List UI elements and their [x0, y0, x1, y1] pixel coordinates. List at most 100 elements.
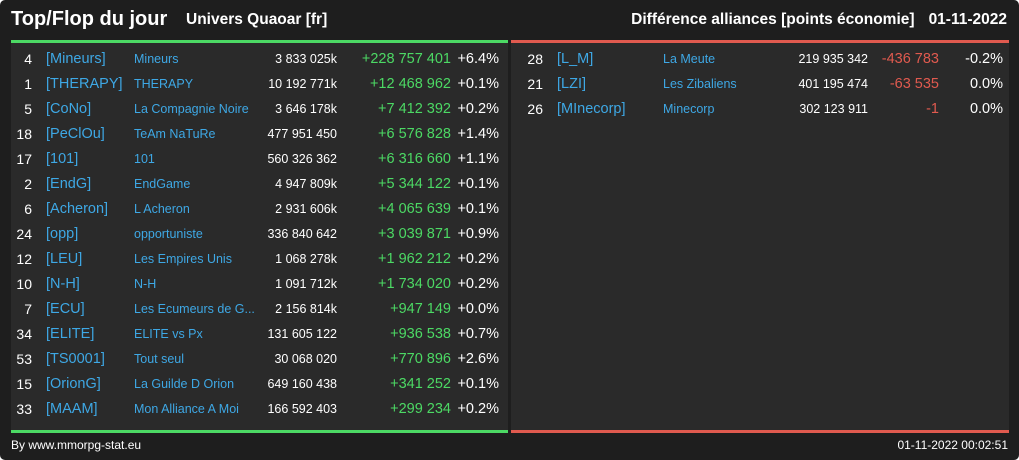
- alliance-tag-link[interactable]: [ECU]: [46, 301, 85, 317]
- alliance-tag-link[interactable]: [PeClOu]: [46, 126, 105, 142]
- alliance-points: 2 156 814k: [275, 302, 337, 316]
- top-list: 4 [Mineurs] Mineurs 3 833 025k +228 757 401 +…: [11, 48, 508, 423]
- alliance-row: 7 [ECU] Les Ecumeurs de G... 2 156 814k +947…: [11, 298, 508, 323]
- alliance-name-link[interactable]: TeAm NaTuRe: [134, 127, 216, 141]
- alliance-points: 302 123 911: [799, 102, 868, 116]
- alliance-points: 1 091 712k: [275, 277, 337, 291]
- alliance-row: 24 [opp] opportuniste 336 840 642 +3 039 871…: [11, 223, 508, 248]
- alliance-points: 477 951 450: [267, 127, 337, 141]
- alliance-row: 18 [PeClOu] TeAm NaTuRe 477 951 450 +6 576 8…: [11, 123, 508, 148]
- alliance-points: 649 160 438: [267, 377, 337, 391]
- alliance-points: 3 646 178k: [275, 102, 337, 116]
- points-difference: +7 412 392: [378, 101, 451, 117]
- alliance-row: 33 [MAAM] Mon Alliance A Moi 166 592 403 +29…: [11, 398, 508, 423]
- alliance-name-link[interactable]: La Meute: [663, 52, 716, 66]
- alliance-name-link[interactable]: Les Empires Unis: [134, 252, 232, 266]
- alliance-name-link[interactable]: La Guilde D Orion: [134, 377, 235, 391]
- percent-change: 0.0%: [969, 76, 1003, 92]
- alliance-rank: 18: [16, 126, 32, 142]
- alliance-name-link[interactable]: Tout seul: [134, 352, 185, 366]
- alliance-row: 6 [Acheron] L Acheron 2 931 606k +4 065 639 +…: [11, 198, 508, 223]
- alliance-tag-link[interactable]: [THERAPY]: [46, 76, 123, 92]
- points-difference: +1 734 020: [378, 276, 451, 292]
- percent-change: +0.1%: [457, 76, 499, 92]
- alliance-name-link[interactable]: L Acheron: [134, 202, 190, 216]
- flop-panel: 28 [L_M] La Meute 219 935 342 -436 783 -0.2% 2…: [511, 40, 1009, 433]
- alliance-name-link[interactable]: Mineurs: [134, 52, 179, 66]
- alliance-tag-link[interactable]: [LZI]: [557, 76, 587, 92]
- alliance-rank: 34: [16, 326, 32, 342]
- alliance-name-link[interactable]: opportuniste: [134, 227, 203, 241]
- alliance-tag-link[interactable]: [Mineurs]: [46, 51, 106, 67]
- alliance-row: 53 [TS0001] Tout seul 30 068 020 +770 896 +2.…: [11, 348, 508, 373]
- points-difference: -436 783: [881, 51, 939, 67]
- alliance-tag-link[interactable]: [MInecorp]: [557, 101, 626, 117]
- alliance-rank: 4: [24, 51, 32, 67]
- alliance-rank: 28: [527, 51, 543, 67]
- alliance-rank: 12: [16, 251, 32, 267]
- alliance-tag-link[interactable]: [OrionG]: [46, 376, 101, 392]
- generated-timestamp: 01-11-2022 00:02:51: [897, 438, 1008, 452]
- alliance-tag-link[interactable]: [Acheron]: [46, 201, 109, 217]
- alliance-tag-link[interactable]: [N-H]: [46, 276, 80, 292]
- alliance-tag-link[interactable]: [ELITE]: [46, 326, 95, 342]
- alliance-row: 15 [OrionG] La Guilde D Orion 649 160 438 +3…: [11, 373, 508, 398]
- alliance-rank: 1: [24, 76, 32, 92]
- percent-change: +0.2%: [457, 276, 499, 292]
- alliance-tag-link[interactable]: [CoNo]: [46, 101, 92, 117]
- percent-change: +6.4%: [457, 51, 499, 67]
- alliance-rank: 10: [16, 276, 32, 292]
- alliance-name-link[interactable]: ELITE vs Px: [134, 327, 203, 341]
- percent-change: +0.0%: [457, 301, 499, 317]
- alliance-row: 2 [EndG] EndGame 4 947 809k +5 344 122 +0.1%: [11, 173, 508, 198]
- alliance-rank: 33: [16, 401, 32, 417]
- alliance-tag-link[interactable]: [TS0001]: [46, 351, 105, 367]
- alliance-name-link[interactable]: Minecorp: [663, 102, 715, 116]
- alliance-rank: 21: [527, 76, 543, 92]
- alliance-name-link[interactable]: Les Ecumeurs de G...: [134, 302, 255, 316]
- alliance-name-link[interactable]: La Compagnie Noire: [134, 102, 249, 116]
- alliance-name-link[interactable]: THERAPY: [134, 77, 194, 91]
- alliance-tag-link[interactable]: [101]: [46, 151, 79, 167]
- points-difference: +770 896: [390, 351, 451, 367]
- alliance-row: 28 [L_M] La Meute 219 935 342 -436 783 -0.2%: [511, 48, 1009, 73]
- points-difference: +936 538: [390, 326, 451, 342]
- flop-list: 28 [L_M] La Meute 219 935 342 -436 783 -0.2% 2…: [511, 48, 1009, 123]
- alliance-tag-link[interactable]: [LEU]: [46, 251, 83, 267]
- percent-change: +2.6%: [457, 351, 499, 367]
- points-difference: +947 149: [390, 301, 451, 317]
- alliance-tag-link[interactable]: [EndG]: [46, 176, 92, 192]
- points-difference: +1 962 212: [378, 251, 451, 267]
- top-divider: [11, 430, 508, 433]
- points-difference: +5 344 122: [378, 176, 451, 192]
- points-difference: +3 039 871: [378, 226, 451, 242]
- alliance-row: 10 [N-H] N-H 1 091 712k +1 734 020 +0.2%: [11, 273, 508, 298]
- alliance-tag-link[interactable]: [opp]: [46, 226, 79, 242]
- alliance-name-link[interactable]: 101: [134, 152, 155, 166]
- alliance-rank: 6: [24, 201, 32, 217]
- points-difference: +299 234: [390, 401, 451, 417]
- alliance-row: 26 [MInecorp] Minecorp 302 123 911 -1 0.0%: [511, 98, 1009, 123]
- percent-change: 0.0%: [969, 101, 1003, 117]
- universe-label: Univers Quaoar [fr]: [186, 11, 328, 28]
- ranking-title: Différence alliances [points économie] 01…: [631, 11, 1007, 29]
- alliance-name-link[interactable]: Mon Alliance A Moi: [134, 402, 239, 416]
- alliance-row: 1 [THERAPY] THERAPY 10 192 771k +12 468 962 +…: [11, 73, 508, 98]
- flop-divider: [511, 430, 1009, 433]
- points-difference: +341 252: [390, 376, 451, 392]
- alliance-rank: 17: [16, 151, 32, 167]
- percent-change: +0.9%: [457, 226, 499, 242]
- percent-change: +0.2%: [457, 101, 499, 117]
- alliance-tag-link[interactable]: [L_M]: [557, 51, 594, 67]
- alliance-name-link[interactable]: EndGame: [134, 177, 191, 191]
- alliance-row: 34 [ELITE] ELITE vs Px 131 605 122 +936 538 +…: [11, 323, 508, 348]
- alliance-name-link[interactable]: Les Zibaliens: [663, 77, 737, 91]
- alliance-points: 401 195 474: [798, 77, 868, 91]
- alliance-tag-link[interactable]: [MAAM]: [46, 401, 98, 417]
- alliance-points: 166 592 403: [267, 402, 337, 416]
- alliance-points: 219 935 342: [798, 52, 868, 66]
- percent-change: +0.1%: [457, 176, 499, 192]
- alliance-points: 4 947 809k: [275, 177, 337, 191]
- alliance-name-link[interactable]: N-H: [134, 277, 157, 291]
- source-credit: By www.mmorpg-stat.eu: [11, 438, 142, 452]
